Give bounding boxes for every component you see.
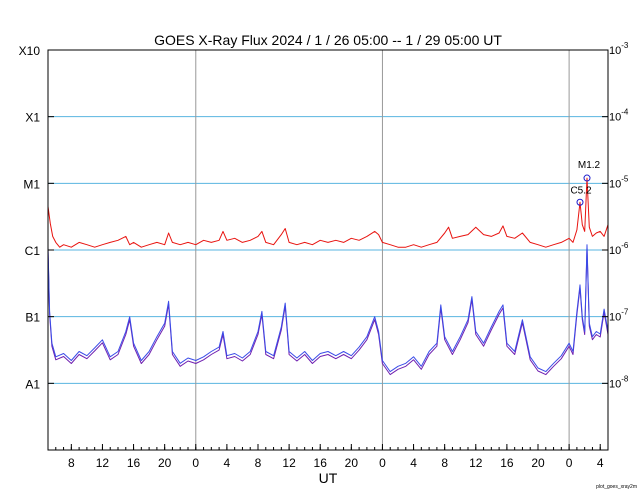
x-tick-label: 0 — [379, 456, 386, 470]
flare-label: M1.2 — [578, 160, 601, 171]
chart-title: GOES X-Ray Flux 2024 / 1 / 26 05:00 -- 1… — [154, 32, 502, 48]
left-tick-label: M1 — [23, 177, 40, 191]
x-axis: 8 12 16 20 0 4 8 12 16 20 0 4 8 12 16 20 0 4 — [55, 444, 604, 470]
annotation-layer: C5.2 M1.2 — [570, 160, 601, 206]
flare-label: C5.2 — [570, 185, 592, 196]
x-tick-label: 12 — [96, 456, 110, 470]
x-tick-label: 20 — [345, 456, 359, 470]
x-tick-label: 16 — [127, 456, 141, 470]
x-tick-label: 4 — [410, 456, 417, 470]
flare-marker — [576, 198, 584, 206]
right-tick-label: 10-6 — [609, 241, 629, 257]
series-line-short-secondary — [47, 247, 609, 376]
left-tick-label: X10 — [19, 44, 41, 58]
left-tick-label: X1 — [25, 111, 40, 125]
x-tick-label: 4 — [597, 456, 604, 470]
series-line-short — [47, 244, 609, 373]
left-tick-label: C1 — [25, 244, 41, 258]
grid-layer — [48, 50, 608, 450]
x-tick-label: 0 — [192, 456, 199, 470]
right-tick-label: 10-8 — [609, 374, 629, 390]
left-tick-label: B1 — [25, 311, 40, 325]
x-tick-label: 12 — [469, 456, 483, 470]
right-tick-label: 10-5 — [609, 174, 629, 190]
x-tick-label: 8 — [68, 456, 75, 470]
left-tick-label: A1 — [25, 377, 40, 391]
x-tick-label: 8 — [441, 456, 448, 470]
x-tick-label: 16 — [500, 456, 514, 470]
credit-text: plot_goes_xray2m — [596, 484, 637, 490]
series-layer — [47, 177, 609, 376]
x-tick-label: 0 — [566, 456, 573, 470]
right-tick-label: 10-7 — [609, 308, 629, 324]
x-tick-label: 20 — [531, 456, 545, 470]
left-axis: X10 X1 M1 C1 B1 A1 — [19, 44, 54, 391]
x-tick-label: 8 — [255, 456, 262, 470]
right-axis: 10-3 10-4 10-5 10-6 10-7 10-8 — [602, 41, 629, 390]
x-tick-label: 4 — [224, 456, 231, 470]
series-line-long — [47, 177, 609, 248]
x-tick-label: 12 — [282, 456, 296, 470]
x-tick-label: 20 — [158, 456, 172, 470]
right-tick-label: 10-3 — [609, 41, 629, 57]
right-tick-label: 10-4 — [609, 108, 629, 124]
flare-marker — [583, 174, 591, 182]
x-tick-label: 16 — [314, 456, 328, 470]
x-axis-title: UT — [319, 470, 338, 486]
